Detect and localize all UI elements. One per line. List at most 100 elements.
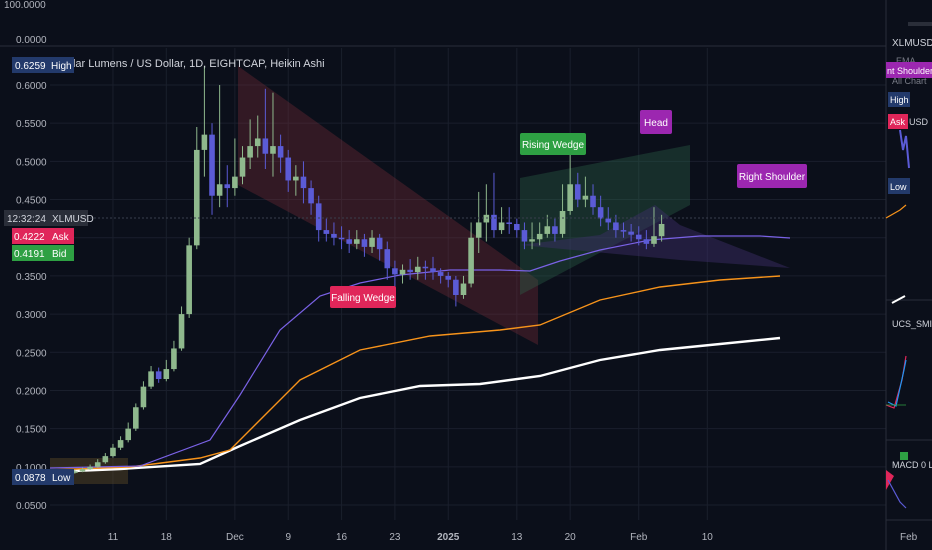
candle-body: [475, 222, 482, 238]
candle-body: [293, 176, 299, 181]
candle-body: [270, 146, 276, 154]
falling-wedge-badge: [330, 286, 396, 308]
candle-body: [346, 239, 352, 244]
y-tick-label: 0.5000: [16, 157, 47, 168]
candle-body: [186, 245, 192, 315]
candle-body: [399, 269, 406, 275]
candle-body: [87, 466, 93, 470]
candle-body: [384, 249, 391, 269]
head-label: Head: [644, 118, 668, 129]
candle-body: [498, 222, 505, 231]
y-tick-label: 0.0500: [16, 501, 47, 512]
time-axis[interactable]: 11 18 Dec 9 16 23 2025 13 20 Feb 10: [108, 532, 714, 543]
candle-body: [544, 226, 551, 234]
low-badge-label: Low: [52, 473, 71, 484]
candle-body: [140, 386, 147, 408]
right-mini-panel[interactable]: XLMUSD, EMA nt Shoulder All Chart High A…: [885, 0, 932, 550]
bid-value: 0.4191: [14, 249, 45, 260]
candle-body: [567, 184, 573, 211]
candle-body: [300, 176, 307, 189]
candle-body: [483, 214, 490, 223]
candle-body: [354, 239, 360, 244]
mini-macd-label: MACD 0 L: [892, 460, 932, 470]
high-badge-label: High: [51, 61, 72, 72]
candle-body: [414, 266, 421, 273]
candle-body: [552, 226, 558, 234]
x-tick-label: 2025: [437, 532, 460, 543]
ema-slow-line: [49, 336, 781, 474]
current-time: 12:32:24: [7, 214, 46, 225]
candle-body: [651, 236, 657, 244]
candles: [49, 65, 665, 477]
ema-mid-line: [49, 275, 781, 471]
falling-wedge-zone: [238, 66, 538, 345]
candle-body: [247, 146, 253, 158]
rising-wedge-label: Rising Wedge: [522, 140, 585, 151]
candle-body: [133, 407, 139, 429]
mini-high-label: High: [890, 95, 909, 105]
y-tick-label: 0.5500: [16, 119, 47, 130]
x-tick-label: 23: [389, 532, 401, 543]
candle-body: [437, 272, 444, 276]
mini-macd-hist: [886, 470, 894, 490]
price-scale-top-label: 100.0000: [4, 0, 46, 11]
candle-body: [308, 188, 314, 204]
candle-body: [148, 371, 154, 387]
x-tick-label: 11: [108, 532, 119, 543]
candle-body: [376, 237, 383, 250]
candle-body: [620, 230, 627, 232]
candle-body: [559, 211, 566, 234]
mini-ask-label: Ask: [890, 117, 906, 127]
candle-body: [590, 195, 596, 208]
chart-title: Stellar Lumens / US Dollar, 1D, EIGHTCAP…: [54, 58, 325, 70]
candle-body: [125, 428, 131, 441]
mini-ema-spark: [885, 204, 907, 219]
mini-ema-label: EMA: [896, 56, 916, 66]
current-time-badge: 12:32:24 XLMUSD: [4, 210, 94, 226]
candle-body: [635, 234, 642, 240]
mini-white-spark: [891, 295, 906, 304]
mini-feb-label: Feb: [900, 532, 918, 543]
y-tick-label: 0.6000: [16, 81, 47, 92]
rising-wedge-zone: [520, 145, 690, 295]
candle-body: [338, 237, 345, 240]
candle-body: [445, 275, 452, 280]
right-shoulder-badge: [737, 164, 807, 188]
candle-body: [597, 207, 604, 219]
y-tick-label: 0.2500: [16, 348, 47, 359]
x-tick-label: 9: [285, 532, 291, 543]
candle-body: [224, 184, 231, 189]
y-tick-label: 0.3500: [16, 272, 47, 283]
candle-body: [178, 314, 185, 349]
candle-body: [232, 176, 238, 189]
candle-body: [574, 184, 581, 200]
candle-body: [163, 369, 170, 379]
candle-body: [102, 456, 109, 463]
candle-body: [430, 268, 436, 273]
bid-badge: 0.4191 Bid: [12, 245, 74, 261]
candle-body: [323, 230, 330, 234]
candle-body: [361, 239, 368, 247]
candle-body: [209, 134, 215, 196]
candle-body: [216, 184, 223, 196]
candle-body: [460, 283, 467, 295]
candle-body: [514, 223, 520, 231]
candle-body: [277, 146, 284, 158]
candle-body: [155, 371, 162, 379]
price-scale-upper-label: 0.0000: [16, 35, 47, 46]
candle-body: [422, 266, 429, 269]
candle-body: [643, 239, 650, 244]
low-badge: 0.0878 Low: [12, 469, 74, 485]
x-tick-label: 18: [161, 532, 173, 543]
falling-wedge-label: Falling Wedge: [331, 293, 395, 304]
candle-body: [94, 462, 101, 467]
moving-averages: [49, 235, 791, 474]
bid-label: Bid: [52, 249, 66, 260]
ask-value: 0.4222: [14, 232, 45, 243]
candle-body: [315, 203, 322, 231]
candle-body: [193, 149, 200, 246]
x-tick-label: 10: [702, 532, 714, 543]
candle-body: [110, 447, 116, 457]
candle-body: [369, 237, 375, 247]
